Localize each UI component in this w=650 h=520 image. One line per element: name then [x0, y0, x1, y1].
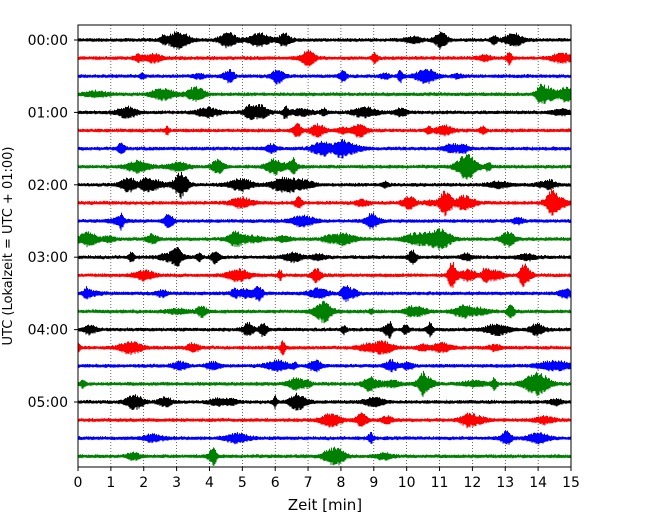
y-tick-label: 04:00 — [28, 323, 68, 339]
seismogram-trace — [77, 261, 572, 288]
plot-frame — [77, 24, 572, 468]
x-tick-label: 2 — [139, 475, 148, 491]
seismogram-trace — [77, 300, 572, 324]
seismogram-trace — [77, 138, 572, 159]
x-axis: 0 1 2 3 4 5 6 7 8 9 10 11 12 13 14 15 — [74, 467, 580, 491]
x-tick-label: 4 — [205, 475, 214, 491]
x-tick-label: 10 — [398, 475, 416, 491]
seismogram-trace — [77, 212, 572, 231]
y-tick-label: 01:00 — [28, 105, 68, 121]
seismogram-trace — [77, 370, 572, 397]
y-tick-label: 00:00 — [28, 33, 68, 49]
y-tick-label: 02:00 — [28, 178, 68, 194]
seismogram-trace — [77, 321, 572, 339]
seismogram-trace — [77, 31, 572, 50]
x-tick-label: 14 — [529, 475, 547, 491]
seismogram-trace — [77, 285, 572, 303]
seismogram-trace — [77, 171, 572, 199]
x-tick-label: 9 — [369, 475, 378, 491]
y-tick-label: 05:00 — [28, 395, 68, 411]
x-tick-label: 12 — [463, 475, 481, 491]
seismogram-trace — [77, 123, 572, 138]
seismogram-trace — [77, 68, 572, 85]
x-tick-label: 3 — [172, 475, 181, 491]
seismogram-trace — [77, 359, 572, 373]
seismogram-trace — [77, 154, 572, 180]
seismogram-trace — [77, 430, 572, 445]
seismogram-traces — [77, 31, 572, 466]
seismogram-trace — [77, 83, 572, 104]
seismogram-trace — [77, 103, 572, 121]
seismogram-trace — [77, 49, 572, 67]
seismogram-trace — [77, 392, 572, 411]
x-tick-label: 6 — [271, 475, 280, 491]
seismogram-trace — [77, 412, 572, 429]
x-tick-label: 11 — [431, 475, 449, 491]
x-tick-label: 13 — [496, 475, 514, 491]
seismogram-trace — [77, 340, 572, 356]
y-tick-label: 03:00 — [28, 250, 68, 266]
x-tick-label: 0 — [74, 475, 83, 491]
y-axis: 00:00 01:00 02:00 03:00 04:00 05:00 — [28, 33, 78, 411]
y-axis-label: UTC (Lokalzeit = UTC + 01:00) — [1, 147, 16, 346]
seismogram-trace — [77, 228, 572, 251]
x-tick-label: 8 — [336, 475, 345, 491]
seismogram-trace — [77, 189, 572, 217]
seismogram-trace — [77, 446, 572, 466]
x-tick-label: 1 — [106, 475, 115, 491]
x-tick-label: 15 — [562, 475, 580, 491]
x-tick-label: 5 — [238, 475, 247, 491]
seismogram-trace — [77, 246, 572, 267]
x-tick-label: 7 — [304, 475, 313, 491]
x-axis-label: Zeit [min] — [288, 496, 362, 514]
